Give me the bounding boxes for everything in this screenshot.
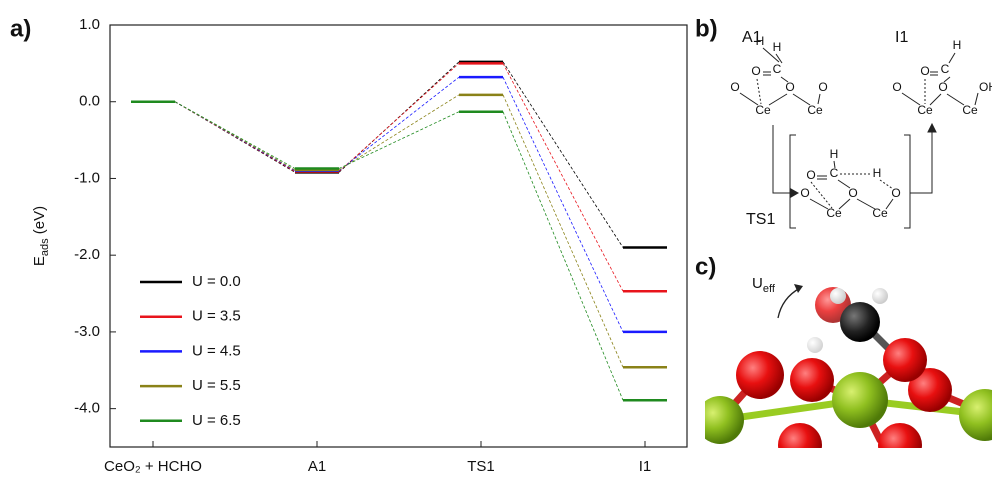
atom-label: H xyxy=(830,147,839,161)
atom-label: C xyxy=(941,62,950,76)
atom-label: C xyxy=(830,166,839,180)
connector xyxy=(503,63,623,291)
atom-label: O xyxy=(818,80,827,94)
x-tick-label: A1 xyxy=(308,458,326,475)
scheme-label: TS1 xyxy=(746,211,775,228)
atom-label: Ce xyxy=(962,103,978,117)
y-axis-label: Eads (eV) xyxy=(31,206,51,266)
legend-label: U = 3.5 xyxy=(192,308,241,325)
figure: a) b) c) Eads (eV) 1.0 0.0 -1.0 -2.0 -3.0 -4.… xyxy=(0,0,992,503)
connector xyxy=(503,95,623,367)
scheme-label: I1 xyxy=(895,29,908,46)
atom-label: O xyxy=(800,186,809,200)
render-label: Ueff xyxy=(752,275,776,295)
panel-label: a) xyxy=(10,15,31,42)
atom-label: Ce xyxy=(826,206,842,220)
atom-label: O xyxy=(891,186,900,200)
legend-label: U = 0.0 xyxy=(192,273,241,290)
atom-label: H xyxy=(873,166,882,180)
y-tick-label: 0.0 xyxy=(79,93,100,110)
atom-label: Ce xyxy=(755,103,771,117)
legend-label: U = 6.5 xyxy=(192,412,241,429)
atom-label: O xyxy=(892,80,901,94)
legend-label: U = 4.5 xyxy=(192,342,241,359)
x-tick-label: I1 xyxy=(639,458,652,475)
panel-label: b) xyxy=(695,15,718,42)
y-tick-label: -4.0 xyxy=(74,400,100,417)
structure-render xyxy=(696,284,992,467)
atom-label: Ce xyxy=(807,103,823,117)
atom-label: H xyxy=(756,34,765,48)
connector xyxy=(175,102,295,169)
connector xyxy=(339,77,459,171)
chart: 1.0 0.0 -1.0 -2.0 -3.0 -4.0 CeO₂ + HCHO A1 TS1 I1… xyxy=(74,16,667,475)
atom-label: O xyxy=(785,80,794,94)
connector xyxy=(339,63,459,171)
atom-label: O xyxy=(751,64,760,78)
atom-label: O xyxy=(730,80,739,94)
connector xyxy=(339,112,459,169)
atom-label: O xyxy=(848,186,857,200)
x-tick-label: CeO₂ + HCHO xyxy=(104,458,202,475)
atom-label: H xyxy=(953,38,962,52)
legend-label: U = 5.5 xyxy=(192,377,241,394)
atom-label: Ce xyxy=(872,206,888,220)
y-tick-label: 1.0 xyxy=(79,16,100,33)
atom-label: O xyxy=(938,80,947,94)
y-tick-label: -2.0 xyxy=(74,246,100,263)
atom-label: OH xyxy=(979,80,992,94)
atom-label: C xyxy=(773,62,782,76)
panel-label: c) xyxy=(695,253,716,280)
x-tick-label: TS1 xyxy=(467,458,495,475)
atom-label: H xyxy=(773,40,782,54)
y-tick-label: -3.0 xyxy=(74,323,100,340)
atom-label: Ce xyxy=(917,103,933,117)
scheme: A1 I1 TS1 HHOCOOOCeCeHOCOOOHCeCeHOCHOOOC… xyxy=(730,29,992,228)
atom-label: O xyxy=(806,168,815,182)
atom-label: O xyxy=(920,64,929,78)
connector xyxy=(339,95,459,170)
connector xyxy=(503,77,623,332)
y-tick-label: -1.0 xyxy=(74,169,100,186)
